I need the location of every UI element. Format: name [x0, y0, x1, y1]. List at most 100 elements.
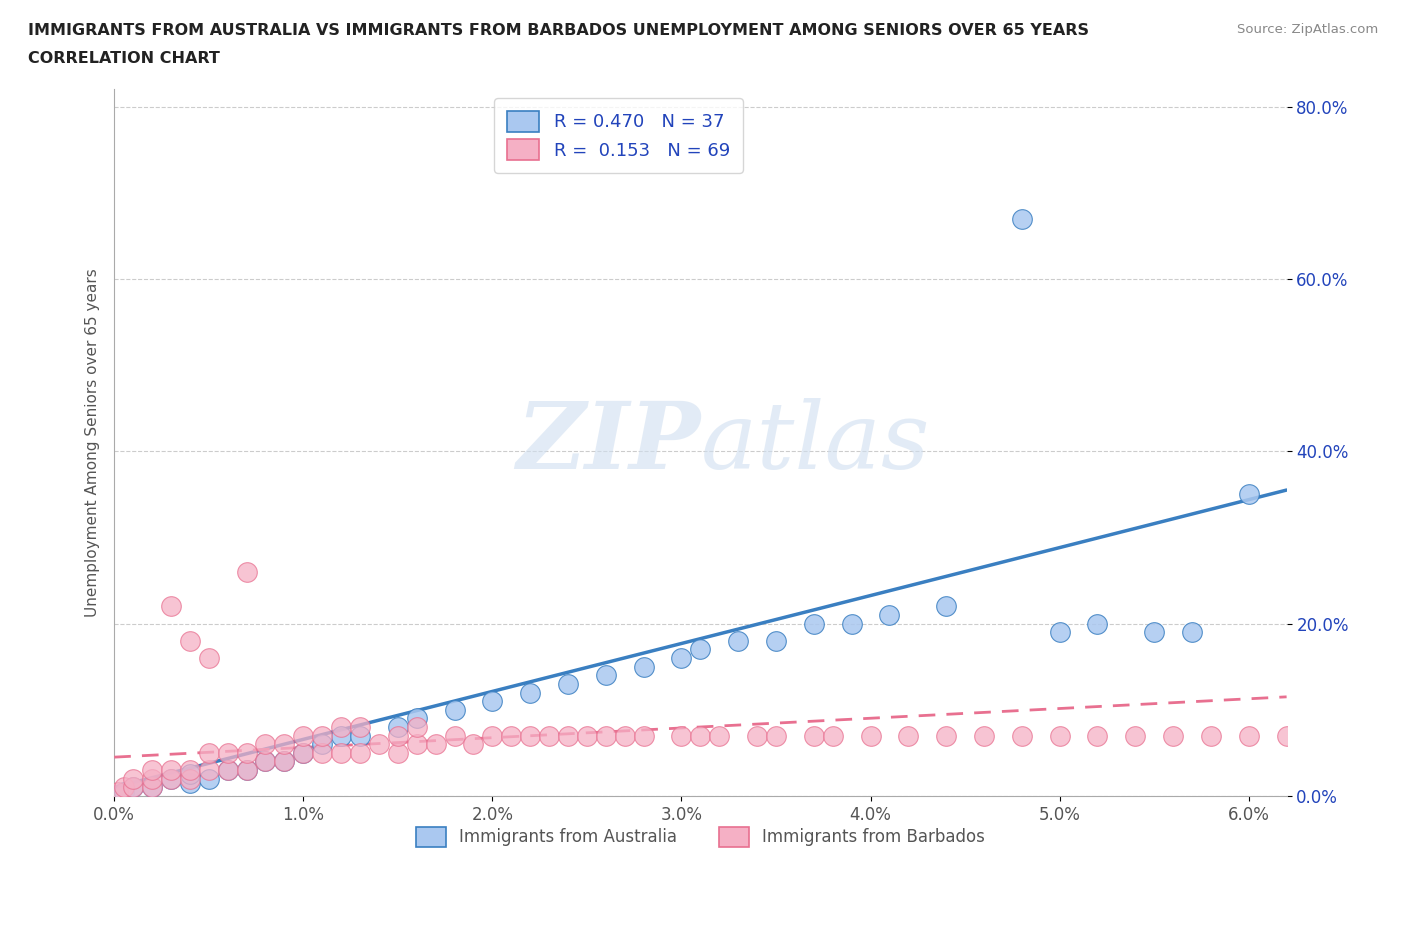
Point — [709, 728, 731, 743]
Point — [254, 754, 277, 769]
Point — [141, 780, 163, 795]
Point — [1199, 728, 1222, 743]
Point — [141, 763, 163, 777]
Point — [330, 728, 353, 743]
Point — [349, 746, 371, 761]
Point — [330, 720, 353, 735]
Point — [1087, 617, 1109, 631]
Point — [633, 659, 655, 674]
Point — [1181, 625, 1204, 640]
Text: IMMIGRANTS FROM AUSTRALIA VS IMMIGRANTS FROM BARBADOS UNEMPLOYMENT AMONG SENIORS: IMMIGRANTS FROM AUSTRALIA VS IMMIGRANTS … — [28, 23, 1090, 38]
Point — [197, 746, 219, 761]
Point — [160, 763, 183, 777]
Point — [973, 728, 995, 743]
Point — [387, 746, 409, 761]
Point — [557, 728, 579, 743]
Point — [235, 746, 257, 761]
Point — [330, 746, 353, 761]
Point — [254, 737, 277, 751]
Point — [595, 668, 617, 683]
Point — [292, 746, 315, 761]
Point — [803, 728, 825, 743]
Y-axis label: Unemployment Among Seniors over 65 years: Unemployment Among Seniors over 65 years — [86, 268, 100, 617]
Point — [557, 676, 579, 691]
Point — [519, 685, 541, 700]
Point — [311, 737, 333, 751]
Point — [197, 771, 219, 786]
Text: atlas: atlas — [700, 398, 929, 487]
Point — [405, 711, 427, 725]
Point — [481, 694, 503, 709]
Point — [141, 771, 163, 786]
Point — [595, 728, 617, 743]
Point — [1123, 728, 1146, 743]
Point — [425, 737, 447, 751]
Point — [859, 728, 882, 743]
Text: Source: ZipAtlas.com: Source: ZipAtlas.com — [1237, 23, 1378, 36]
Point — [235, 565, 257, 579]
Point — [935, 728, 957, 743]
Text: ZIP: ZIP — [516, 398, 700, 487]
Point — [443, 728, 465, 743]
Point — [179, 633, 201, 648]
Point — [122, 780, 145, 795]
Point — [217, 763, 239, 777]
Point — [112, 780, 135, 795]
Point — [671, 728, 693, 743]
Point — [671, 651, 693, 666]
Point — [368, 737, 391, 751]
Point — [897, 728, 920, 743]
Point — [1011, 728, 1033, 743]
Point — [538, 728, 561, 743]
Point — [821, 728, 844, 743]
Point — [179, 763, 201, 777]
Point — [1237, 487, 1260, 502]
Point — [217, 763, 239, 777]
Point — [689, 728, 711, 743]
Point — [765, 728, 787, 743]
Point — [292, 746, 315, 761]
Point — [141, 780, 163, 795]
Point — [501, 728, 523, 743]
Point — [443, 702, 465, 717]
Point — [122, 771, 145, 786]
Point — [387, 728, 409, 743]
Point — [1237, 728, 1260, 743]
Point — [160, 771, 183, 786]
Point — [633, 728, 655, 743]
Point — [197, 651, 219, 666]
Point — [235, 763, 257, 777]
Point — [765, 633, 787, 648]
Point — [160, 599, 183, 614]
Point — [311, 728, 333, 743]
Point — [463, 737, 485, 751]
Point — [273, 754, 295, 769]
Point — [1161, 728, 1184, 743]
Point — [1049, 625, 1071, 640]
Point — [107, 784, 129, 799]
Point — [519, 728, 541, 743]
Point — [217, 746, 239, 761]
Point — [803, 617, 825, 631]
Point — [273, 754, 295, 769]
Text: CORRELATION CHART: CORRELATION CHART — [28, 51, 219, 66]
Point — [879, 607, 901, 622]
Point — [179, 767, 201, 782]
Point — [689, 642, 711, 657]
Point — [745, 728, 768, 743]
Point — [254, 754, 277, 769]
Point — [935, 599, 957, 614]
Point — [1011, 211, 1033, 226]
Point — [1087, 728, 1109, 743]
Point — [311, 746, 333, 761]
Point — [481, 728, 503, 743]
Point — [387, 720, 409, 735]
Point — [235, 763, 257, 777]
Point — [1049, 728, 1071, 743]
Point — [122, 780, 145, 795]
Point — [349, 728, 371, 743]
Point — [1143, 625, 1166, 640]
Point — [575, 728, 598, 743]
Point — [613, 728, 636, 743]
Point — [179, 771, 201, 786]
